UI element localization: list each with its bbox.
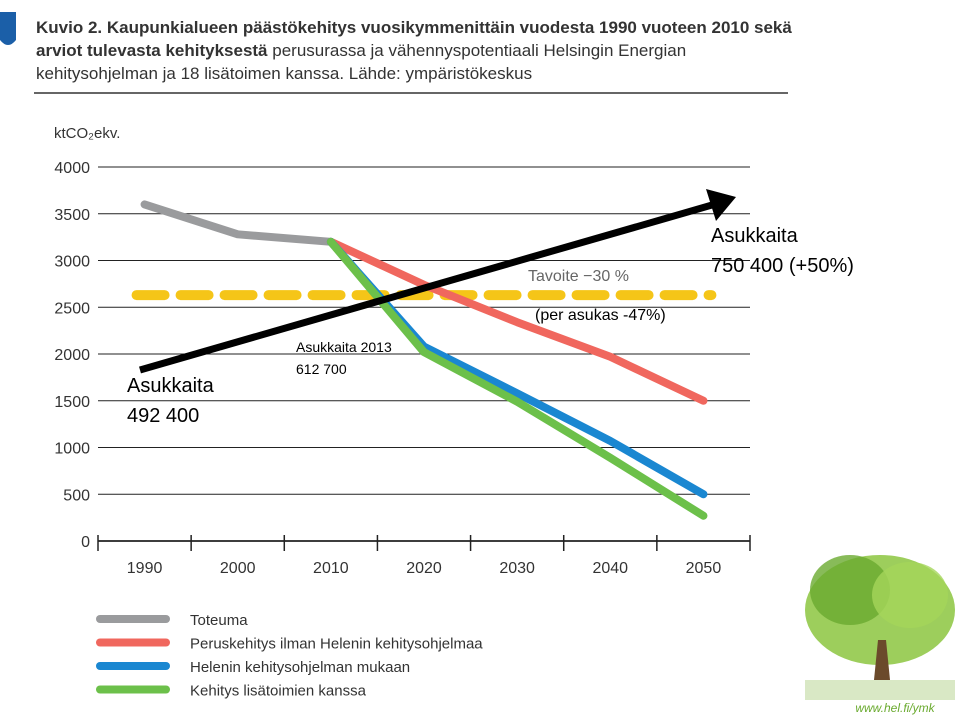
y-tick-label: 2500 [54, 300, 90, 317]
y-tick-label: 2000 [54, 347, 90, 364]
annotation: Tavoite −30 % [528, 268, 629, 285]
y-tick-label: 500 [63, 487, 90, 504]
y-tick-label: 3000 [54, 254, 90, 271]
y-tick-label: 4000 [54, 160, 90, 177]
x-tick-label: 2000 [220, 560, 256, 577]
x-tick-label: 2020 [406, 560, 442, 577]
annotation: 492 400 [127, 405, 199, 427]
chart-title: Kuvio 2. Kaupunkialueen päästökehitys vu… [36, 16, 796, 85]
x-tick-label: 2030 [499, 560, 535, 577]
x-tick-label: 2040 [592, 560, 628, 577]
arrow-head [706, 189, 736, 221]
y-axis-label: ktCO₂ekv. [54, 125, 120, 142]
y-tick-label: 1000 [54, 441, 90, 458]
x-tick-label: 1990 [127, 560, 163, 577]
annotation: (per asukas -47%) [535, 307, 666, 324]
series-line [326, 237, 708, 520]
series-line [326, 237, 708, 499]
annotation: 612 700 [296, 361, 347, 377]
annotation: Asukkaita [127, 375, 215, 397]
title-rest: perusurassa ja vähennyspotentiaali Helsi… [36, 41, 687, 83]
footer-url: www.hel.fi/ymk [855, 701, 935, 715]
logo [0, 12, 16, 45]
x-tick-label: 2050 [686, 560, 722, 577]
y-tick-label: 1500 [54, 394, 90, 411]
legend-label: Peruskehitys ilman Helenin kehitysohjelm… [190, 636, 483, 653]
series-line [140, 200, 335, 246]
x-tick-label: 2010 [313, 560, 349, 577]
y-tick-label: 3500 [54, 207, 90, 224]
annotation: Asukkaita [711, 225, 799, 247]
y-tick-label: 0 [81, 534, 90, 551]
legend-label: Kehitys lisätoimien kanssa [190, 683, 367, 700]
annotation: 750 400 (+50%) [711, 255, 854, 277]
legend-label: Toteuma [190, 612, 248, 629]
population-arrow [139, 201, 713, 374]
legend-label: Helenin kehitysohjelman mukaan [190, 659, 410, 676]
series-line [326, 237, 708, 405]
tree-illustration [805, 555, 955, 700]
title-bold: Kuvio 2. Kaupunkialueen päästökehitys vu… [36, 18, 792, 60]
annotation: Asukkaita 2013 [296, 339, 392, 355]
